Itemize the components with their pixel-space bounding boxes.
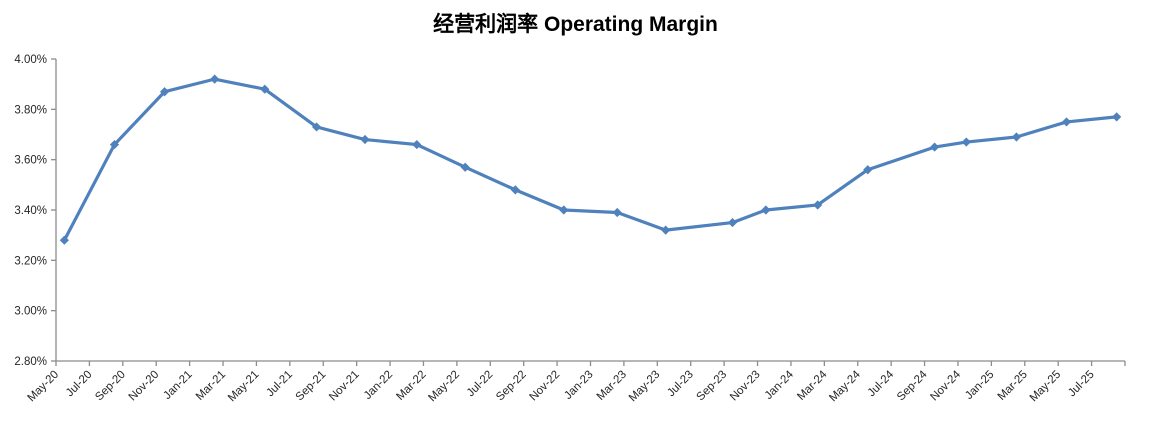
x-axis-tick-label: Jan-22: [362, 369, 395, 402]
data-point-marker: [460, 162, 470, 172]
x-axis-tick-label: Jul-24: [866, 368, 897, 399]
data-point-marker: [929, 142, 940, 152]
data-point-marker: [210, 74, 220, 84]
chart-title: 经营利润率 Operating Margin: [433, 13, 718, 36]
x-axis-tick-label: Jul-25: [1066, 369, 1097, 400]
data-point-marker: [412, 139, 422, 150]
data-point-marker: [1011, 132, 1022, 142]
x-axis-tick-label: Jan-24: [763, 368, 797, 402]
data-point-marker: [109, 139, 120, 150]
x-axis-tick-label: Mar-24: [795, 368, 830, 403]
x-axis-tick-label: May-21: [226, 369, 262, 405]
x-axis-tick-label: May-24: [827, 368, 863, 404]
y-axis-tick-label: 4.00%: [14, 54, 47, 66]
data-point-marker: [813, 200, 823, 210]
data-point-marker: [761, 205, 771, 215]
x-axis-tick-label: May-20: [26, 369, 62, 405]
y-axis-tick-label: 3.80%: [14, 104, 47, 116]
x-axis-tick-label: Sep-20: [93, 369, 128, 404]
data-point-marker: [961, 137, 971, 147]
data-point-marker: [311, 122, 322, 132]
data-point-marker: [510, 185, 520, 195]
data-point-marker: [559, 205, 569, 215]
y-axis-tick-label: 3.00%: [14, 306, 47, 318]
x-axis-tick-label: Jul-22: [465, 369, 496, 400]
data-point-marker: [59, 235, 69, 245]
x-axis-tick-label: Nov-20: [127, 369, 162, 404]
x-axis-tick-label: Mar-22: [394, 369, 428, 403]
x-axis-tick-label: Jul-20: [64, 369, 95, 400]
data-point-marker: [661, 225, 671, 235]
y-axis-tick-label: 3.20%: [14, 255, 47, 267]
x-axis-tick-label: Jan-23: [562, 369, 595, 402]
x-axis-tick-label: Mar-21: [194, 369, 228, 403]
x-axis-tick-label: Jul-21: [264, 369, 295, 400]
x-axis-tick-label: Nov-22: [528, 369, 563, 404]
x-axis-tick-label: Jan-21: [161, 369, 194, 402]
x-axis-tick-label: Sep-24: [895, 368, 930, 403]
data-point-marker: [159, 87, 170, 97]
y-axis-tick-label: 3.40%: [14, 205, 47, 217]
y-axis-tick-label: 3.60%: [14, 155, 47, 167]
x-axis-tick-label: Mar-23: [595, 369, 629, 403]
data-point-marker: [727, 217, 738, 228]
x-axis-tick-label: Sep-22: [494, 369, 529, 404]
x-axis-tick-label: May-25: [1028, 369, 1064, 405]
y-axis-tick-label: 2.80%: [14, 356, 47, 368]
x-axis-tick-label: Nov-21: [327, 369, 362, 404]
data-point-marker: [1112, 112, 1122, 122]
data-point-marker: [863, 165, 873, 175]
x-axis-tick-label: Sep-21: [294, 369, 329, 404]
x-axis-tick-label: Nov-24: [928, 368, 963, 403]
x-axis-tick-label: Jul-23: [665, 369, 696, 400]
x-axis-tick-label: Sep-23: [695, 369, 730, 404]
x-axis-tick-label: Jan-25: [963, 369, 996, 402]
x-axis-tick-label: May-22: [426, 369, 462, 405]
series-line: [62, 77, 1119, 242]
x-axis-tick-label: Nov-23: [728, 369, 763, 404]
x-axis-tick-label: May-23: [627, 369, 663, 405]
x-axis-tick-label: Mar-25: [996, 369, 1030, 403]
data-point-marker: [360, 134, 370, 145]
data-point-marker: [612, 207, 622, 218]
data-point-marker: [260, 84, 270, 94]
data-point-marker: [1061, 117, 1072, 127]
